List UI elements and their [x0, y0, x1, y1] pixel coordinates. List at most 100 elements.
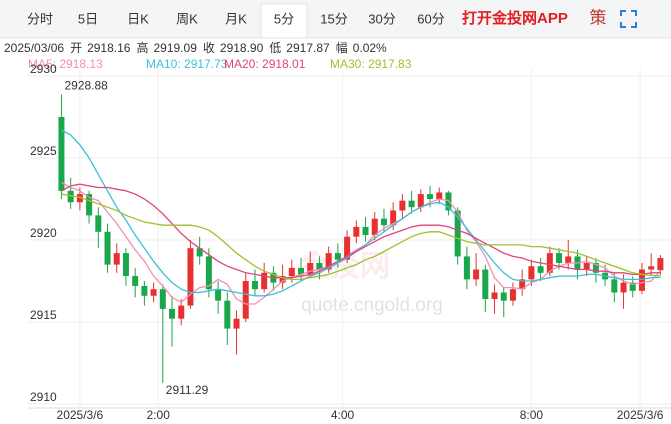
x-tick-label: 8:00 [520, 408, 544, 422]
candle-body [371, 218, 378, 236]
candle-body [86, 194, 93, 216]
candle-body [463, 256, 470, 280]
x-tick-label: 2:00 [147, 408, 171, 422]
candle-body [629, 282, 636, 291]
candle-body [95, 215, 102, 232]
candle-body [196, 248, 203, 257]
info-text: 2918.16 [87, 41, 131, 55]
info-text: 2919.09 [153, 41, 197, 55]
candle-body [592, 262, 599, 273]
candle-body [399, 200, 406, 211]
tab-bar [0, 0, 671, 38]
candle-body [298, 267, 305, 275]
strategy-button[interactable]: 策 [590, 8, 607, 27]
candle-body [482, 269, 489, 300]
ma-line [61, 183, 661, 279]
candle-body [390, 210, 397, 226]
candle-body [638, 269, 645, 291]
candle-body [454, 210, 461, 257]
candle-body [648, 266, 655, 270]
candle-body [251, 281, 258, 290]
candle-body [620, 282, 627, 293]
info-text: 低 [269, 41, 281, 55]
candle-body [316, 262, 323, 270]
candle-body [353, 226, 360, 237]
x-tick-label: 4:00 [331, 408, 355, 422]
candle-body [509, 289, 516, 301]
info-text: 2025/03/06 [4, 41, 64, 55]
candle-body [325, 253, 332, 270]
candle-body [380, 218, 387, 226]
y-tick-label: 2910 [30, 390, 57, 404]
tab[interactable]: 日K [127, 11, 149, 26]
candle-body [279, 276, 286, 283]
candle-body [132, 276, 139, 286]
candle-body [104, 231, 111, 265]
candle-body [556, 253, 563, 263]
candle-body [187, 248, 194, 306]
y-tick-label: 2930 [30, 62, 57, 76]
candle-body [344, 236, 351, 260]
candle-body [159, 289, 166, 309]
candle-body [233, 318, 240, 329]
candle-body [224, 300, 231, 329]
legend-entry: MA10: 2917.73 [146, 57, 228, 71]
candle-body [519, 279, 526, 290]
candle-body [500, 292, 507, 301]
tab[interactable]: 5分 [274, 11, 294, 26]
info-text: 2917.87 [286, 41, 330, 55]
app-link[interactable]: 打开金投网APP [462, 9, 568, 27]
ma-line [61, 193, 661, 281]
candle-body [141, 285, 148, 296]
candle-body [528, 266, 535, 280]
y-tick-label: 2920 [30, 226, 57, 240]
candle-body [546, 253, 553, 273]
candle-body [58, 117, 65, 191]
candle-body [362, 226, 369, 236]
extreme-label: 2928.88 [64, 79, 108, 93]
candle-body [76, 194, 83, 203]
info-text: 收 [203, 41, 215, 55]
fullscreen-icon[interactable] [620, 10, 637, 28]
extreme-label: 2911.29 [166, 383, 209, 397]
tab[interactable]: 5日 [78, 11, 98, 26]
tab[interactable]: 15分 [320, 11, 347, 26]
candle-body [473, 269, 480, 280]
candle-body [537, 266, 544, 273]
legend-entry: MA5: 2918.13 [28, 57, 103, 71]
x-tick-label: 2025/3/6 [57, 408, 104, 422]
info-text: 2918.90 [220, 41, 264, 55]
tab[interactable]: 60分 [417, 11, 444, 26]
legend-entry: MA30: 2917.83 [330, 57, 412, 71]
ma-line [61, 129, 661, 297]
y-tick-label: 2915 [30, 308, 57, 322]
candle-body [242, 281, 249, 319]
y-tick-label: 2925 [30, 144, 57, 158]
candle-body [307, 262, 314, 275]
ma-line [61, 182, 661, 305]
tab[interactable]: 30分 [368, 11, 395, 26]
legend-entry: MA20: 2918.01 [224, 57, 306, 71]
candle-body [334, 253, 341, 260]
tab[interactable]: 分时 [27, 11, 53, 26]
candle-body [565, 256, 572, 263]
info-text: 0.02% [353, 41, 387, 55]
info-text: 高 [136, 40, 148, 55]
candle-body [113, 253, 120, 265]
x-tick-label: 2025/3/6 [617, 408, 664, 422]
tab[interactable]: 月K [225, 11, 247, 26]
info-line: 2025/03/06 开 2918.16 高 2919.09 收 2918.90 低 2917.… [4, 40, 387, 55]
candle-body [67, 190, 74, 203]
candle-body [261, 272, 268, 290]
candle-body [215, 289, 222, 301]
candle-body [427, 194, 434, 199]
candle-body [657, 258, 664, 271]
candle-body [408, 200, 415, 208]
tab[interactable]: 周K [176, 11, 198, 26]
candle-body [611, 279, 618, 293]
candle-body [288, 267, 295, 277]
candle-body [436, 192, 443, 199]
active-tab-bg [260, 3, 308, 39]
